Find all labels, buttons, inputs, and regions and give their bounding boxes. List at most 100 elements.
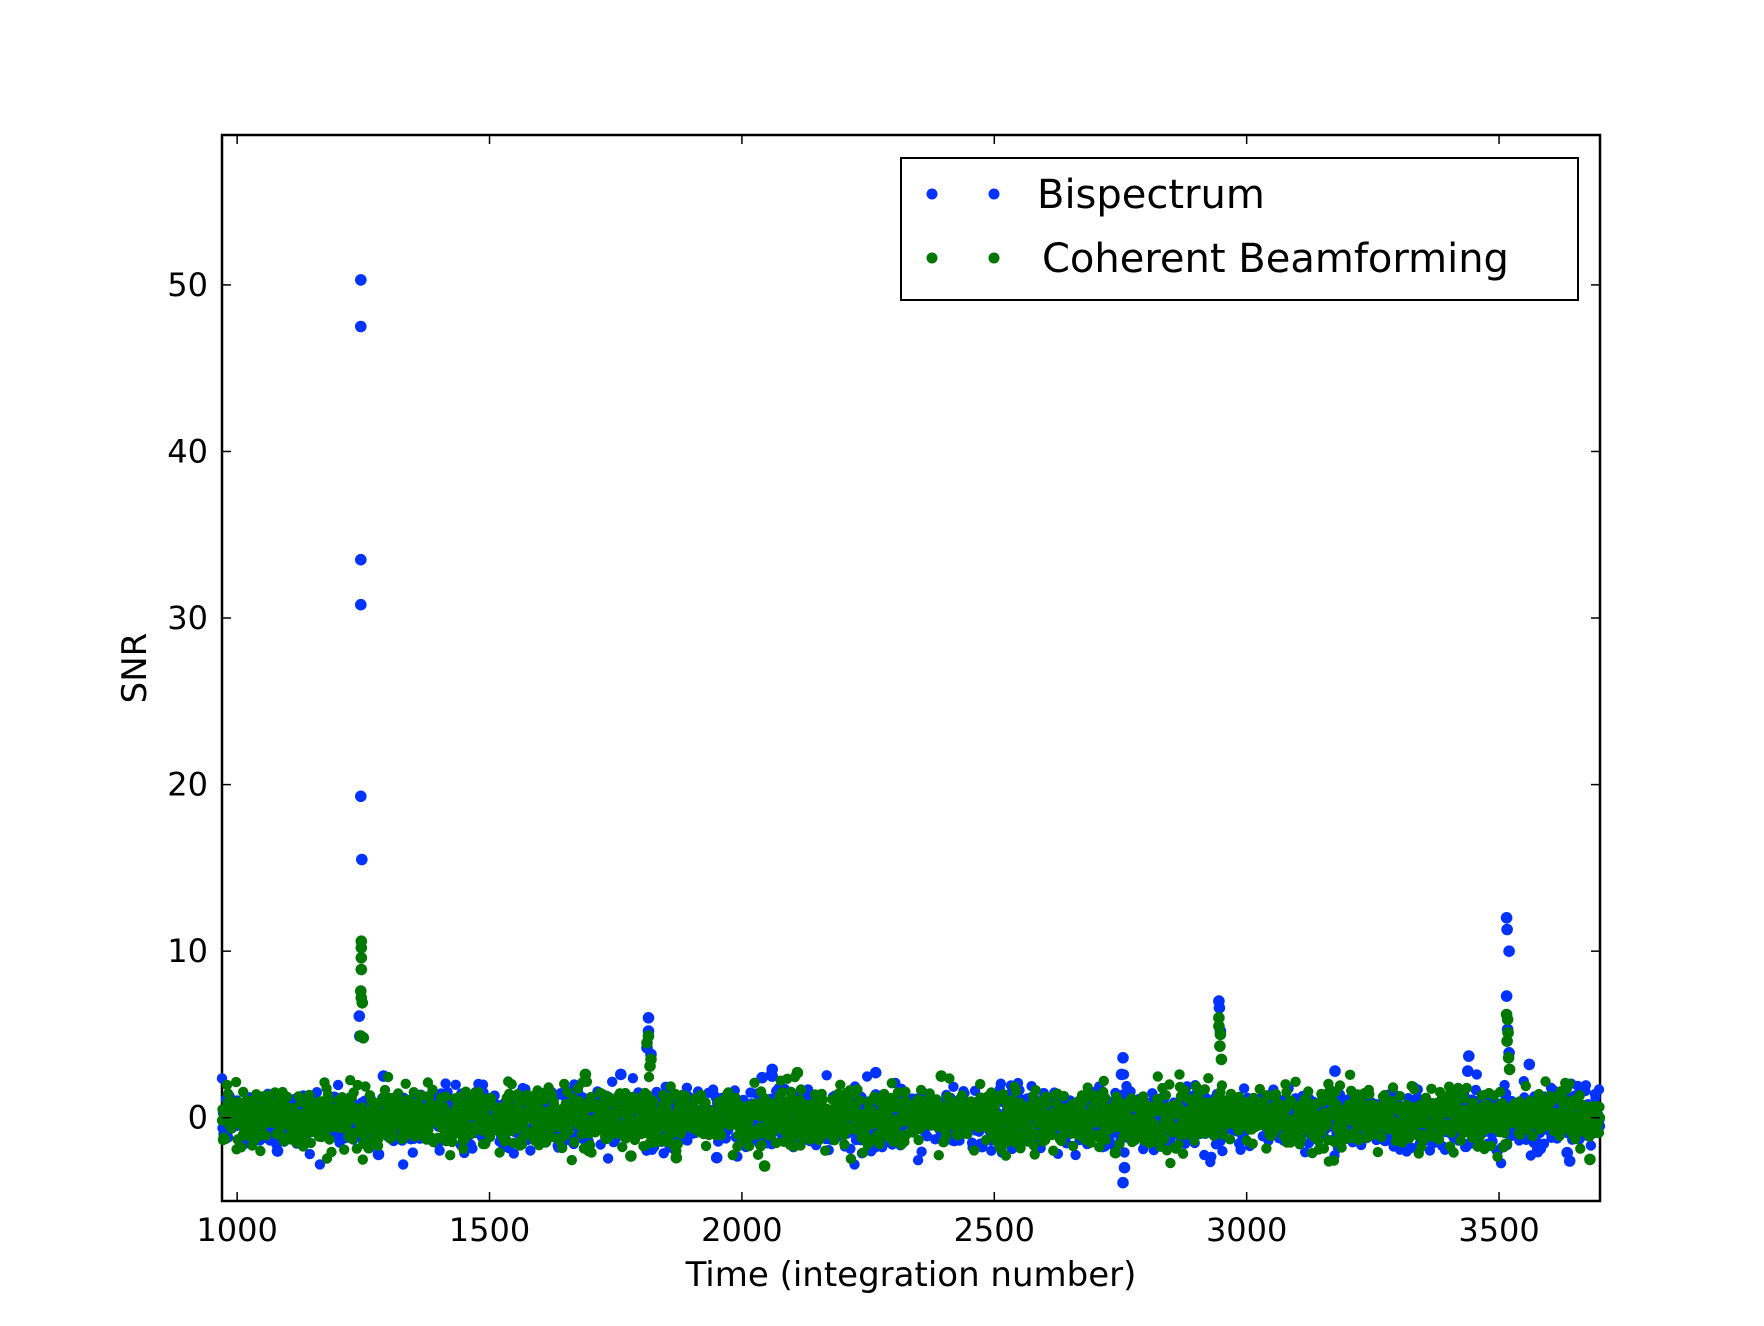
peak-point-9	[615, 1068, 627, 1081]
data-point	[1338, 1124, 1349, 1136]
data-point	[566, 1154, 577, 1166]
data-point	[382, 1071, 394, 1083]
data-point	[1058, 1090, 1070, 1102]
data-point	[360, 1081, 371, 1092]
data-point	[916, 1146, 927, 1157]
data-point	[332, 1079, 344, 1091]
data-point	[1313, 1135, 1324, 1146]
data-point	[749, 1077, 760, 1089]
data-point	[1030, 1085, 1041, 1096]
data-point	[1281, 1087, 1292, 1098]
data-point	[400, 1078, 411, 1090]
data-point	[975, 1078, 986, 1090]
data-point	[1224, 1134, 1236, 1145]
data-point	[1029, 1149, 1040, 1160]
plot-frame	[220, 133, 1602, 1203]
data-point	[508, 1148, 519, 1159]
data-point	[913, 1134, 924, 1146]
data-point	[912, 1155, 924, 1166]
data-point	[440, 1078, 451, 1089]
data-point	[672, 1138, 683, 1150]
data-point	[305, 1137, 316, 1149]
data-point	[585, 1091, 597, 1103]
data-point	[398, 1159, 409, 1170]
data-point	[1015, 1143, 1026, 1154]
data-point	[450, 1079, 461, 1091]
data-point	[1322, 1118, 1333, 1129]
data-point	[852, 1084, 863, 1095]
data-point	[743, 1116, 754, 1127]
data-point	[1593, 1084, 1605, 1095]
peak-point-20	[1118, 1161, 1131, 1174]
data-point	[643, 1071, 655, 1083]
data-point	[407, 1147, 418, 1158]
peak-point-33	[1523, 1058, 1536, 1071]
data-point	[795, 1084, 807, 1095]
peak-point-37	[372, 1148, 385, 1161]
peak-point-38	[710, 1151, 723, 1164]
peak-point-21	[1117, 1176, 1129, 1189]
data-point	[569, 1136, 580, 1148]
data-point	[647, 1095, 659, 1107]
data-point	[1046, 1129, 1058, 1141]
peak-point-5	[356, 853, 368, 866]
data-point	[602, 1153, 614, 1164]
peak-point-23	[1213, 1002, 1226, 1014]
data-point	[820, 1145, 831, 1156]
data-point	[1206, 1151, 1217, 1163]
peak-point-18	[1117, 1052, 1129, 1064]
data-point	[665, 1081, 676, 1092]
data-point	[700, 1140, 712, 1152]
data-point	[1572, 1080, 1584, 1092]
data-point	[1094, 1141, 1105, 1153]
data-point	[821, 1070, 832, 1081]
data-point	[839, 1139, 850, 1150]
peak-point-17	[869, 1066, 882, 1079]
data-point	[504, 1088, 515, 1100]
data-point	[680, 1091, 691, 1102]
peak-point-10	[642, 1012, 655, 1024]
data-point	[1173, 1139, 1184, 1150]
data-point	[1010, 1085, 1022, 1097]
data-point	[1119, 1147, 1130, 1158]
data-point	[756, 1139, 767, 1151]
data-point	[915, 1084, 927, 1096]
data-point	[357, 1154, 368, 1165]
data-point	[661, 1104, 672, 1116]
data-point	[1254, 1083, 1266, 1095]
data-point	[886, 1078, 897, 1089]
data-point	[675, 1128, 686, 1140]
data-point	[399, 1131, 410, 1142]
data-point	[817, 1094, 828, 1106]
data-point	[627, 1073, 639, 1084]
data-point	[445, 1150, 456, 1161]
data-point	[1042, 1098, 1053, 1109]
data-point	[339, 1144, 350, 1155]
data-point	[1336, 1142, 1347, 1153]
data-point	[777, 1087, 788, 1098]
data-point	[1005, 1107, 1016, 1119]
data-point	[1303, 1086, 1314, 1097]
data-point	[892, 1087, 904, 1098]
data-point	[995, 1078, 1006, 1089]
data-point	[219, 1134, 231, 1145]
data-point	[559, 1078, 570, 1090]
data-point	[281, 1091, 293, 1103]
data-point	[1270, 1088, 1282, 1100]
data-point	[1238, 1083, 1250, 1094]
data-point	[1082, 1082, 1093, 1093]
data-point	[238, 1086, 249, 1098]
data-point	[1580, 1080, 1592, 1091]
peak-point-30	[1503, 945, 1515, 957]
peak-point-4	[355, 790, 367, 803]
data-point	[752, 1149, 764, 1161]
data-point	[1100, 1134, 1112, 1145]
peak-point-28	[1500, 912, 1513, 924]
data-point	[968, 1145, 980, 1156]
data-point	[1328, 1155, 1340, 1166]
peak-point-1	[355, 320, 367, 333]
data-point	[260, 1130, 272, 1141]
data-point	[900, 1086, 911, 1097]
peak-point-25	[1329, 1065, 1341, 1077]
data-point	[563, 1125, 574, 1137]
